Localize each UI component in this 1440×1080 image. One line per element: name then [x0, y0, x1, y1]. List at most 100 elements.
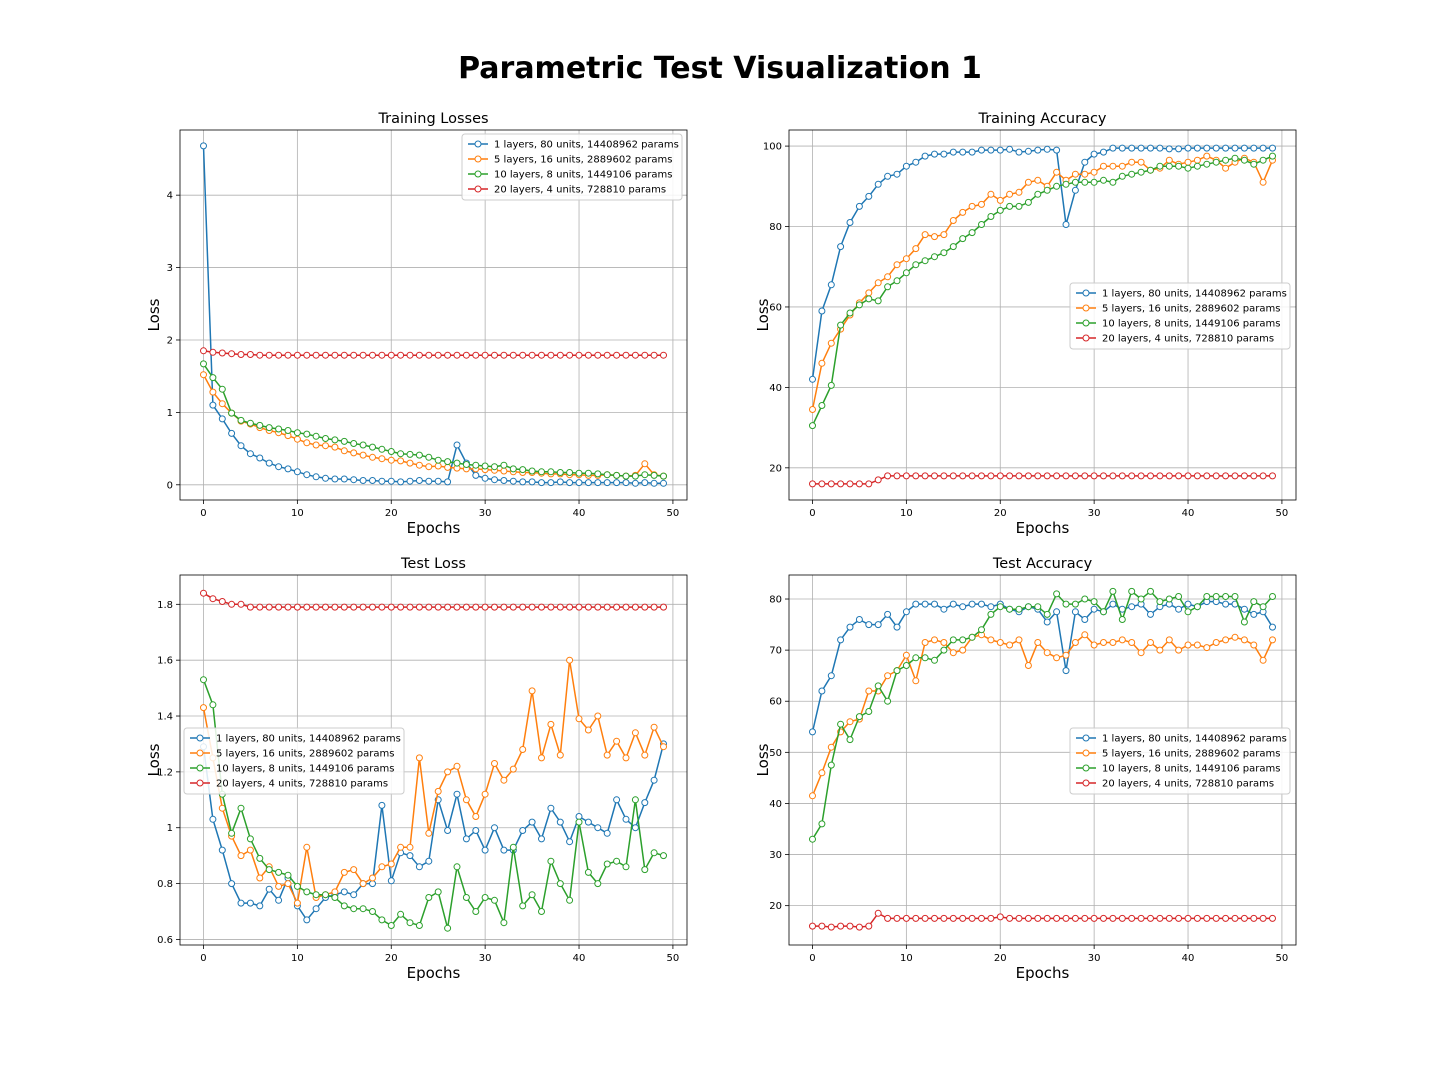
data-point	[940, 231, 948, 239]
data-point	[415, 351, 423, 359]
data-point	[453, 459, 461, 467]
data-point	[538, 351, 545, 359]
chart-title: Test Loss	[400, 556, 466, 572]
data-point	[200, 704, 207, 712]
data-point	[1006, 202, 1014, 210]
x-tick-label: 20	[994, 953, 1007, 964]
data-point	[444, 463, 452, 471]
data-point	[378, 863, 386, 871]
data-point	[987, 914, 995, 922]
data-point	[1250, 160, 1258, 168]
data-point	[528, 351, 536, 359]
data-point	[594, 824, 602, 832]
data-point	[594, 880, 602, 888]
data-point	[1269, 623, 1276, 631]
data-point	[968, 914, 976, 922]
data-point	[237, 899, 245, 907]
data-point	[453, 351, 461, 359]
data-point	[1006, 145, 1014, 153]
data-point	[378, 603, 386, 611]
data-point	[275, 603, 283, 611]
data-point	[200, 347, 207, 355]
y-tick-label: 20	[769, 463, 782, 474]
legend-marker	[474, 170, 482, 178]
data-point	[1203, 144, 1211, 152]
legend-label: 1 layers, 80 units, 14408962 params	[494, 140, 679, 151]
data-point	[1109, 587, 1117, 595]
data-point	[434, 603, 442, 611]
data-point	[228, 829, 236, 837]
data-point	[1118, 636, 1126, 644]
data-point	[566, 838, 574, 846]
y-tick-label: 80	[769, 595, 782, 606]
data-point	[1071, 186, 1079, 194]
data-point	[641, 799, 649, 807]
data-point	[1147, 472, 1154, 480]
data-point	[893, 170, 901, 178]
data-point	[660, 472, 667, 480]
data-point	[641, 479, 649, 487]
x-tick-label: 0	[809, 508, 815, 519]
data-point	[884, 273, 892, 281]
data-point	[566, 603, 574, 611]
data-point	[603, 860, 611, 868]
data-point	[312, 473, 320, 481]
data-point	[603, 751, 611, 759]
data-point	[959, 472, 967, 480]
legend-marker	[196, 749, 204, 757]
data-point	[566, 479, 574, 487]
data-point	[378, 477, 386, 485]
data-point	[566, 469, 574, 476]
data-point	[1006, 641, 1014, 649]
legend: 1 layers, 80 units, 14408962 params 5 lay…	[1069, 727, 1291, 795]
data-point	[237, 600, 245, 608]
series-2	[809, 631, 1276, 800]
data-point	[481, 474, 489, 482]
data-point	[387, 448, 395, 455]
data-point	[444, 478, 452, 486]
data-point	[884, 283, 892, 291]
data-point	[1015, 472, 1023, 480]
data-point	[434, 787, 442, 795]
data-point	[575, 479, 583, 487]
data-point	[1184, 472, 1192, 480]
legend-label: 10 layers, 8 units, 1449106 params	[1102, 319, 1280, 330]
data-point	[491, 896, 498, 904]
data-point	[846, 718, 854, 726]
data-point	[237, 416, 245, 424]
series-1	[809, 598, 1276, 736]
x-tick-label: 20	[385, 508, 398, 519]
data-point	[509, 603, 517, 611]
data-point	[865, 480, 873, 488]
data-point	[434, 351, 442, 359]
data-point	[312, 432, 320, 440]
y-axis-label: Loss	[145, 743, 163, 776]
data-point	[453, 603, 461, 611]
data-point	[228, 880, 236, 888]
data-point	[1015, 914, 1023, 922]
data-point	[809, 728, 816, 736]
data-point	[1250, 144, 1258, 152]
data-point	[246, 450, 254, 458]
data-point	[987, 472, 995, 480]
x-tick-label: 0	[200, 508, 206, 519]
data-point	[1175, 646, 1183, 654]
data-point	[968, 600, 976, 608]
data-point	[613, 479, 621, 487]
data-point	[1071, 178, 1079, 186]
data-point	[1137, 649, 1145, 657]
data-point	[584, 818, 592, 826]
data-point	[921, 600, 929, 608]
data-point	[1071, 639, 1079, 646]
data-point	[331, 351, 339, 359]
data-point	[265, 459, 273, 467]
figure-title: Parametric Test Visualization 1	[458, 51, 982, 86]
data-point	[275, 351, 283, 359]
legend-label: 1 layers, 80 units, 14408962 params	[1102, 734, 1287, 745]
data-point	[818, 480, 826, 488]
data-point	[1212, 158, 1220, 166]
series-4	[200, 347, 667, 359]
series-1	[200, 740, 667, 924]
data-point	[547, 468, 555, 476]
data-point	[809, 375, 816, 383]
